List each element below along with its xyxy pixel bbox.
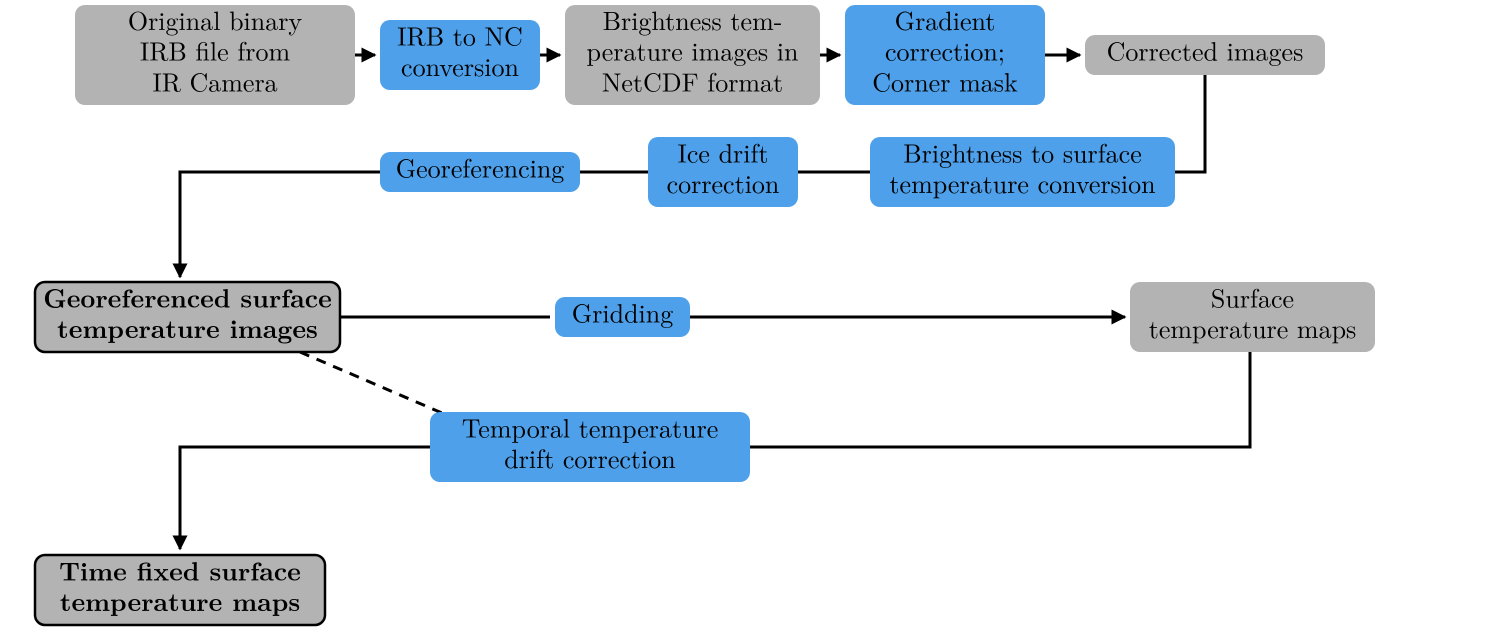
node-n10: Gridding bbox=[555, 294, 690, 337]
node-n10-label-0: Gridding bbox=[572, 294, 673, 331]
node-n7-label-1: correction bbox=[667, 164, 780, 201]
node-n5: Corrected images bbox=[1085, 32, 1325, 75]
node-n12-label-1: drift correction bbox=[504, 439, 675, 476]
node-n11-label-1: temperature maps bbox=[1149, 309, 1357, 346]
node-n4-label-2: Corner mask bbox=[872, 62, 1018, 99]
node-n1-label-2: IR Camera bbox=[152, 62, 277, 99]
node-n8-label-0: Georeferencing bbox=[396, 149, 565, 186]
node-n7: Ice driftcorrection bbox=[648, 133, 798, 207]
node-n3-label-2: NetCDF format bbox=[602, 62, 783, 99]
node-n11: Surfacetemperature maps bbox=[1130, 278, 1375, 352]
node-n5-label-0: Corrected images bbox=[1107, 32, 1304, 69]
edge-n11-n12 bbox=[750, 352, 1250, 447]
node-n1: Original binaryIRB file fromIR Camera bbox=[75, 1, 355, 105]
node-n3: Brightness tem-perature images inNetCDF … bbox=[565, 1, 820, 105]
node-n8: Georeferencing bbox=[380, 149, 580, 192]
node-n6-label-1: temperature conversion bbox=[889, 164, 1155, 201]
edge-n5-n6 bbox=[1175, 75, 1205, 172]
node-n6: Brightness to surfacetemperature convers… bbox=[870, 133, 1175, 207]
node-n2: IRB to NCconversion bbox=[380, 16, 540, 90]
node-n12: Temporal temperaturedrift correction bbox=[430, 408, 750, 482]
node-n13: Time fixed surfacetemperature maps bbox=[35, 551, 325, 625]
node-n13-label-1: temperature maps bbox=[60, 582, 300, 619]
node-n9: Georeferenced surfacetemperature images bbox=[35, 278, 340, 352]
node-n4: Gradientcorrection;Corner mask bbox=[845, 1, 1045, 105]
nodes-layer: Original binaryIRB file fromIR Camera IRB… bbox=[35, 1, 1375, 625]
node-n9-label-1: temperature images bbox=[57, 309, 318, 346]
edge-n8-n9 bbox=[180, 172, 380, 277]
node-n2-label-1: conversion bbox=[401, 47, 519, 84]
edge-n12-n13 bbox=[180, 447, 430, 549]
